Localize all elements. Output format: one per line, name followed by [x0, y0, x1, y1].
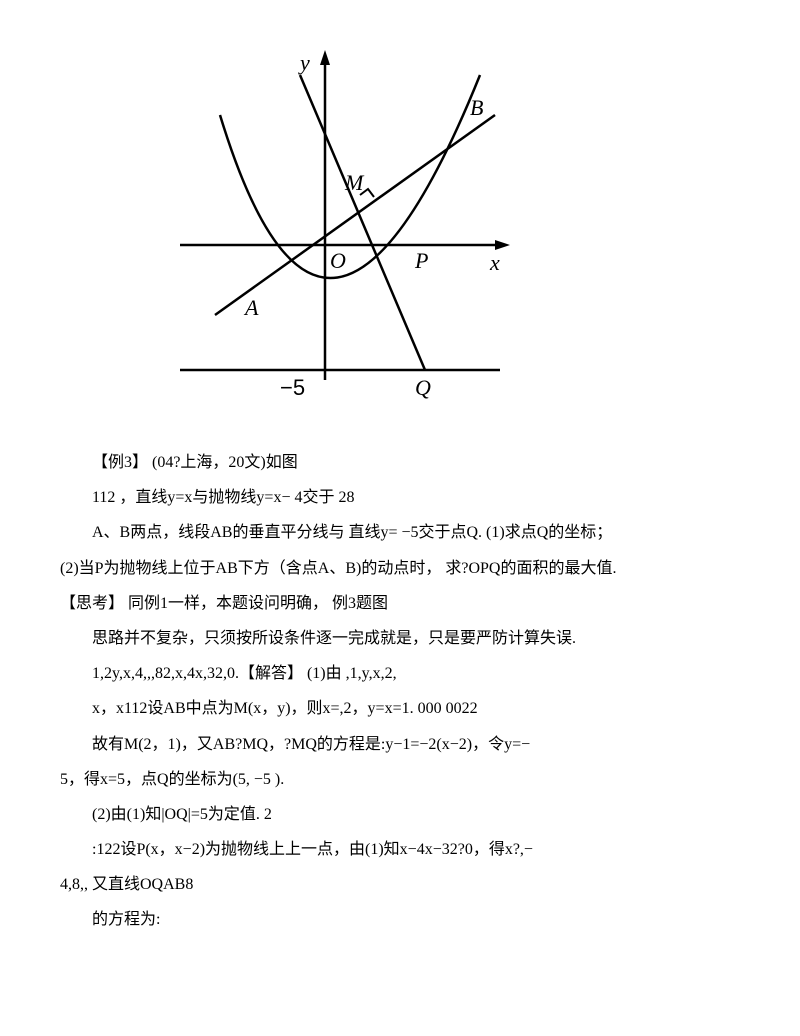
paragraph-9: 故有M(2，1)，又AB?MQ，?MQ的方程是:y−1=−2(x−2)，令y=− [60, 727, 740, 762]
paragraph-2: 112 ，直线y=x与抛物线y=x− 4交于 28 [60, 480, 740, 515]
svg-text:P: P [414, 248, 428, 273]
figure-container: y x O A B M P Q −5 [160, 40, 740, 425]
svg-text:A: A [243, 295, 259, 320]
svg-text:x: x [489, 250, 500, 275]
paragraph-13: 4,8,, 又直线OQAB8 [60, 867, 740, 902]
svg-text:Q: Q [415, 375, 431, 400]
document-page: y x O A B M P Q −5 【例3】 (04?上海，20文)如图 112 ，直线y=x… [0, 0, 800, 978]
svg-text:−5: −5 [280, 375, 305, 400]
paragraph-11: (2)由(1)知|OQ|=5为定值. 2 [60, 797, 740, 832]
svg-text:M: M [344, 170, 365, 195]
paragraph-10: 5，得x=5，点Q的坐标为(5, −5 ). [60, 762, 740, 797]
math-figure: y x O A B M P Q −5 [160, 40, 520, 420]
paragraph-3: A、B两点，线段AB的垂直平分线与 直线y= −5交于点Q. (1)求点Q的坐标… [60, 515, 740, 550]
paragraph-7: 1,2y,x,4,,,82,x,4x,32,0.【解答】 (1)由 ,1,y,x… [60, 656, 740, 691]
svg-text:y: y [298, 50, 310, 75]
paragraph-4: (2)当P为抛物线上位于AB下方（含点A、B)的动点时， 求?OPQ的面积的最大… [60, 551, 740, 586]
svg-text:O: O [330, 248, 346, 273]
paragraph-14: 的方程为: [60, 902, 740, 937]
paragraph-1: 【例3】 (04?上海，20文)如图 [60, 445, 740, 480]
paragraph-5: 【思考】 同例1一样，本题设问明确， 例3题图 [60, 586, 740, 621]
paragraph-8: x，x112设AB中点为M(x，y)，则x=,2，y=x=1. 000 0022 [60, 691, 740, 726]
paragraph-12: :122设P(x，x−2)为抛物线上上一点，由(1)知x−4x−32?0，得x?… [60, 832, 740, 867]
svg-text:B: B [470, 95, 483, 120]
paragraph-6: 思路并不复杂，只须按所设条件逐一完成就是，只是要严防计算失误. [60, 621, 740, 656]
